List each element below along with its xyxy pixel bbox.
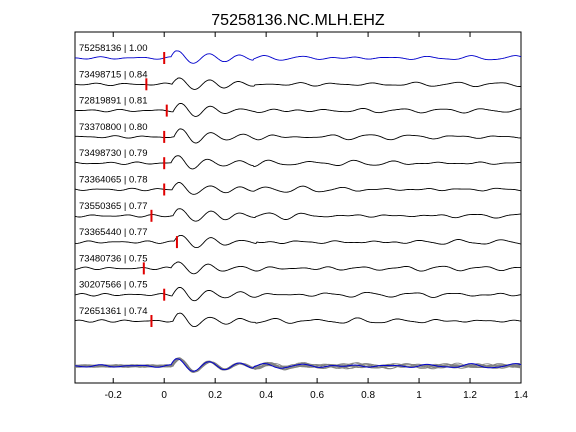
reference-trace	[75, 50, 522, 64]
trace-label: 73498730 | 0.79	[79, 148, 148, 159]
trace-label: 72819891 | 0.81	[79, 96, 148, 107]
pick-markers-layer	[142, 52, 178, 327]
trace-label-bg	[77, 68, 157, 80]
trace-label-bg	[77, 199, 157, 211]
x-tick-label: 1	[416, 390, 422, 401]
trace-line	[74, 286, 522, 302]
trace-label-bg	[77, 173, 157, 185]
trace-line	[75, 77, 522, 90]
trace-line	[75, 128, 522, 144]
trace-label-bg	[77, 42, 157, 53]
trace-label: 75258136 | 1.00	[79, 43, 148, 54]
x-tick-label: 0.6	[310, 390, 324, 401]
trace-label-bg	[77, 226, 157, 238]
x-tick-label: 0.2	[208, 390, 222, 401]
x-tick-label: 1.4	[514, 390, 528, 401]
trace-label: 73364065 | 0.78	[79, 175, 148, 186]
trace-label-bg	[77, 94, 157, 106]
trace-label-bg	[77, 305, 157, 316]
trace-line	[74, 155, 522, 170]
trace-label: 73365440 | 0.77	[79, 227, 148, 238]
x-axis: -0.2 0 0.2 0.4 0.6 0.8 1 1.2 1.4	[105, 32, 528, 401]
trace-label: 73550365 | 0.77	[79, 201, 148, 212]
stack-reference-trace	[75, 358, 522, 372]
trace-label: 73480736 | 0.75	[79, 253, 148, 264]
trace-label: 30207566 | 0.75	[79, 280, 148, 291]
trace-labels-layer: 75258136 | 1.00 73498715 | 0.84 72819891 |…	[77, 42, 157, 317]
trace-label-bg	[77, 252, 157, 264]
trace-line	[74, 312, 522, 328]
traces-layer	[74, 50, 522, 373]
trace-label: 72651361 | 0.74	[79, 306, 148, 317]
trace-line	[74, 102, 521, 117]
trace-line	[74, 181, 522, 195]
x-tick-label: 1.2	[463, 390, 477, 401]
x-tick-label: -0.2	[105, 390, 123, 401]
trace-line	[74, 234, 522, 249]
chart-title: 75258136.NC.MLH.EHZ	[211, 12, 385, 29]
x-tick-label: 0	[161, 390, 167, 401]
trace-line	[74, 261, 521, 275]
trace-label-bg	[77, 147, 157, 159]
x-tick-label: 0.4	[259, 390, 273, 401]
trace-label-bg	[77, 120, 157, 132]
x-tick-label: 0.8	[361, 390, 375, 401]
trace-label-bg	[77, 278, 157, 290]
trace-label: 73370800 | 0.80	[79, 122, 148, 133]
trace-label: 73498715 | 0.84	[79, 69, 148, 80]
trace-line	[74, 208, 522, 222]
